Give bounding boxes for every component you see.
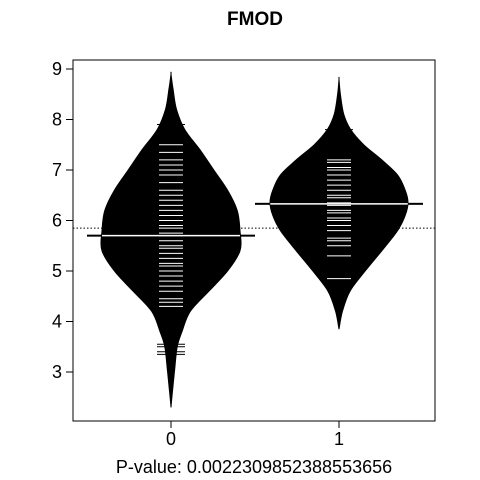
axes: 3 4 5 6 7 8 9 0 1: [52, 59, 344, 449]
x-tick-label-0: 0: [166, 429, 176, 449]
plot-frame: [72, 59, 436, 422]
y-tick-label-8: 8: [52, 110, 62, 130]
x-tick-label-1: 1: [334, 429, 344, 449]
bean-0: [100, 71, 242, 408]
y-tick-label-6: 6: [52, 211, 62, 231]
y-tick-label-3: 3: [52, 362, 62, 382]
y-tick-label-5: 5: [52, 261, 62, 281]
plot-area: [73, 71, 435, 408]
y-tick-label-7: 7: [52, 160, 62, 180]
y-tick-label-4: 4: [52, 312, 62, 332]
chart-title: FMOD: [227, 9, 283, 30]
y-tick-label-9: 9: [52, 59, 62, 79]
x-axis-label: P-value: 0.0022309852388553656: [116, 457, 392, 477]
